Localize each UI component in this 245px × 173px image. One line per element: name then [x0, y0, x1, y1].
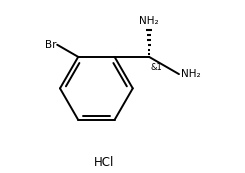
- Text: Br: Br: [45, 40, 56, 50]
- Text: NH₂: NH₂: [181, 69, 201, 79]
- Text: HCl: HCl: [94, 157, 114, 170]
- Text: NH₂: NH₂: [139, 16, 159, 26]
- Text: &1: &1: [150, 63, 162, 72]
